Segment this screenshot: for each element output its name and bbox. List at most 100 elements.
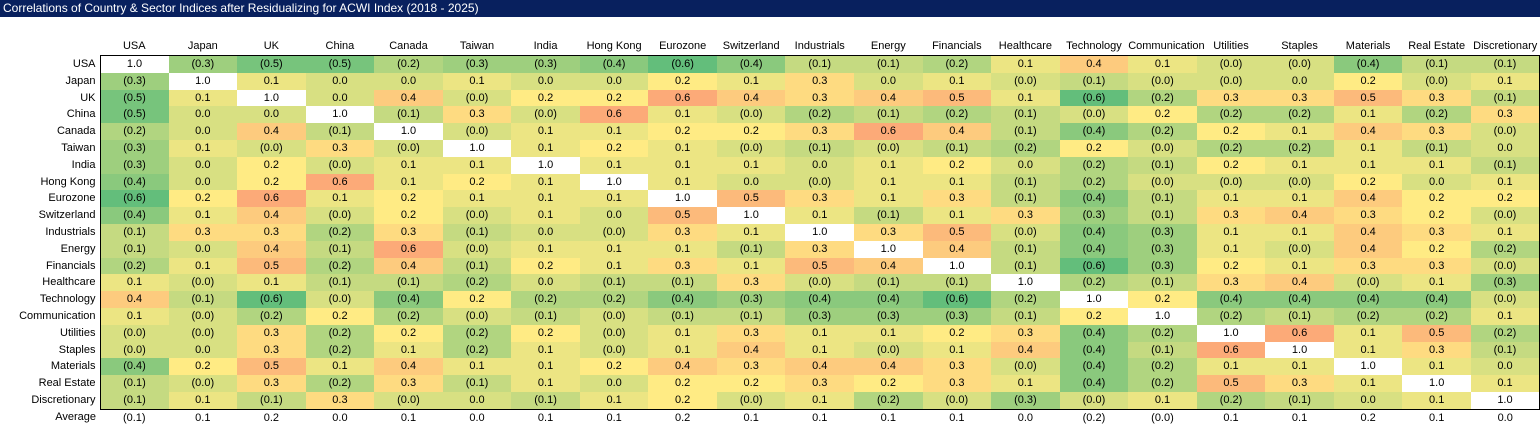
matrix-cell: 0.3 — [648, 223, 717, 241]
matrix-cell: 0.3 — [854, 223, 923, 241]
matrix-cell: 1.0 — [511, 156, 580, 174]
matrix-cell: 1.0 — [374, 123, 443, 140]
matrix-cell: (0.4) — [1265, 291, 1334, 308]
matrix-cell: (0.3) — [716, 291, 786, 308]
matrix-cell: 0.1 — [648, 324, 717, 342]
matrix-cell: (0.0) — [1470, 207, 1540, 224]
matrix-cell: (0.0) — [99, 324, 169, 342]
column-header: Switzerland — [722, 40, 780, 52]
matrix-cell: 0.3 — [1196, 207, 1266, 224]
matrix-cell: 0.3 — [1402, 123, 1471, 140]
average-cell: 0.0 — [991, 409, 1060, 427]
matrix-cell: (0.0) — [579, 307, 649, 325]
column-header: Energy — [870, 40, 906, 52]
matrix-cell: 0.4 — [1333, 123, 1403, 140]
matrix-cell: 0.4 — [854, 89, 923, 107]
matrix-cell: (0.1) — [1402, 139, 1471, 157]
matrix-cell: (0.3) — [511, 54, 580, 73]
matrix-cell: 0.3 — [237, 375, 306, 392]
matrix-cell: (0.2) — [1470, 240, 1540, 258]
row-label: India — [0, 156, 100, 174]
matrix-cell: 0.3 — [1265, 89, 1334, 107]
matrix-cell: 0.1 — [1265, 257, 1334, 275]
matrix-cell: 0.6 — [305, 173, 375, 191]
matrix-cell: (0.0) — [716, 106, 786, 124]
matrix-cell: 0.1 — [1196, 190, 1266, 208]
average-cell: 0.1 — [1196, 409, 1266, 427]
matrix-cell: 0.1 — [716, 72, 786, 90]
matrix-cell: (0.2) — [922, 54, 992, 73]
matrix-cell: (0.2) — [1128, 123, 1197, 140]
matrix-cell: (0.4) — [1333, 291, 1403, 308]
matrix-cell: 0.1 — [374, 173, 443, 191]
matrix-cell: (0.2) — [991, 291, 1060, 308]
matrix-cell: 0.2 — [1196, 156, 1266, 174]
matrix-cell: (0.0) — [168, 307, 238, 325]
matrix-cell: 0.5 — [1333, 89, 1403, 107]
matrix-cell: 1.0 — [785, 223, 855, 241]
matrix-cell: (0.1) — [991, 190, 1060, 208]
matrix-cell: 0.3 — [1402, 257, 1471, 275]
matrix-cell: 0.4 — [1333, 223, 1403, 241]
matrix-cell: (0.3) — [442, 54, 512, 73]
matrix-cell: (0.1) — [1265, 307, 1334, 325]
matrix-cell: 0.3 — [785, 123, 855, 140]
matrix-cell: 0.0 — [579, 72, 649, 90]
matrix-cell: 0.1 — [579, 190, 649, 208]
matrix-cell: 0.5 — [1196, 375, 1266, 392]
average-cell: (0.0) — [1128, 409, 1197, 427]
matrix-cell: (0.1) — [442, 223, 512, 241]
matrix-cell: 0.2 — [1402, 190, 1471, 208]
matrix-cell: 0.1 — [716, 257, 786, 275]
matrix-cell: (0.2) — [99, 257, 169, 275]
row-label: Japan — [0, 72, 100, 90]
column-header: Discretionary — [1473, 40, 1538, 52]
matrix-cell: (0.4) — [716, 54, 786, 73]
matrix-cell: 0.2 — [1402, 207, 1471, 224]
matrix-row: Communication 0.1 (0.0) (0.2) 0.2 (0.2) (0.0)(… — [0, 307, 1540, 325]
matrix-cell: (0.1) — [991, 173, 1060, 191]
row-label: Switzerland — [0, 207, 100, 224]
matrix-cell: (0.3) — [99, 139, 169, 157]
matrix-cell: 0.2 — [922, 156, 992, 174]
column-header: Financials — [932, 40, 982, 52]
matrix-cell: 0.4 — [854, 257, 923, 275]
matrix-cell: (0.0) — [374, 391, 443, 410]
matrix-cell: (0.1) — [1402, 54, 1471, 73]
matrix-cell: 0.3 — [648, 257, 717, 275]
matrix-cell: (0.5) — [305, 54, 375, 73]
matrix-cell: 0.2 — [716, 123, 786, 140]
matrix-cell: (0.0) — [305, 207, 375, 224]
matrix-cell: (0.2) — [854, 391, 923, 410]
matrix-cell: 0.3 — [168, 223, 238, 241]
matrix-cell: 0.3 — [716, 324, 786, 342]
matrix-row: Switzerland (0.4) 0.1 0.4 (0.0) 0.2 (0.0) 0.1 0.… — [0, 207, 1540, 224]
matrix-cell: 0.3 — [1402, 341, 1471, 359]
matrix-cell: 0.1 — [1265, 223, 1334, 241]
row-label: Financials — [0, 257, 100, 275]
matrix-cell: (0.0) — [168, 375, 238, 392]
column-header: Healthcare — [998, 40, 1052, 52]
matrix-cell: 0.2 — [854, 375, 923, 392]
matrix-cell: 0.1 — [922, 173, 992, 191]
matrix-cell: 0.3 — [785, 72, 855, 90]
matrix-cell: 0.2 — [1059, 139, 1129, 157]
average-cell: (0.1) — [100, 409, 169, 427]
matrix-cell: 0.2 — [1333, 72, 1403, 90]
matrix-cell: 0.0 — [991, 156, 1060, 174]
average-cell: 0.1 — [579, 409, 649, 427]
matrix-cell: (0.4) — [374, 291, 443, 308]
matrix-cell: (0.1) — [374, 274, 443, 292]
matrix-cell: 0.2 — [237, 156, 306, 174]
matrix-cell: (0.6) — [922, 291, 992, 308]
matrix-cell: (0.2) — [374, 54, 443, 73]
matrix-cell: 0.1 — [1265, 123, 1334, 140]
matrix-row: Canada (0.2) 0.0 0.4 (0.1) 1.0 (0.0) 0.1 0.1 0.2 0… — [0, 123, 1540, 140]
matrix-cell: (0.2) — [442, 274, 512, 292]
matrix-cell: 0.3 — [1265, 375, 1334, 392]
matrix-cell: 1.0 — [442, 139, 512, 157]
matrix-cell: 0.1 — [237, 72, 306, 90]
matrix-cell: (0.0) — [579, 324, 649, 342]
matrix-cell: 0.3 — [1333, 207, 1403, 224]
matrix-row: Real Estate (0.1) (0.0) 0.3 (0.2) 0.3 (0.1) 0.1… — [0, 375, 1540, 392]
